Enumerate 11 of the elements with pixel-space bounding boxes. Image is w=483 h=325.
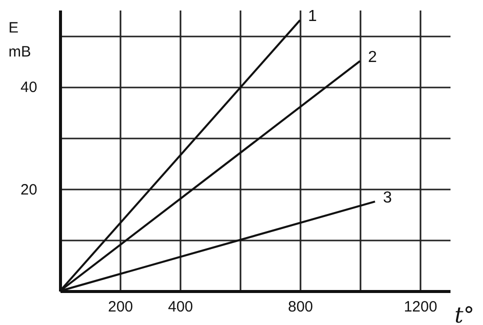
x-tick-label: 400	[168, 298, 194, 316]
y-tick-label: 20	[20, 181, 38, 198]
y-tick-label: 40	[20, 79, 38, 96]
x-tick-label: 1200	[404, 298, 438, 316]
series-label: 2	[368, 49, 377, 66]
x-axis-title: t°	[454, 304, 474, 325]
series-label: 1	[308, 8, 317, 26]
y-axis-title: E mB	[8, 20, 31, 60]
x-tick-label: 800	[288, 298, 314, 316]
x-tick-label: 200	[108, 298, 134, 316]
series-label: 3	[383, 190, 392, 207]
